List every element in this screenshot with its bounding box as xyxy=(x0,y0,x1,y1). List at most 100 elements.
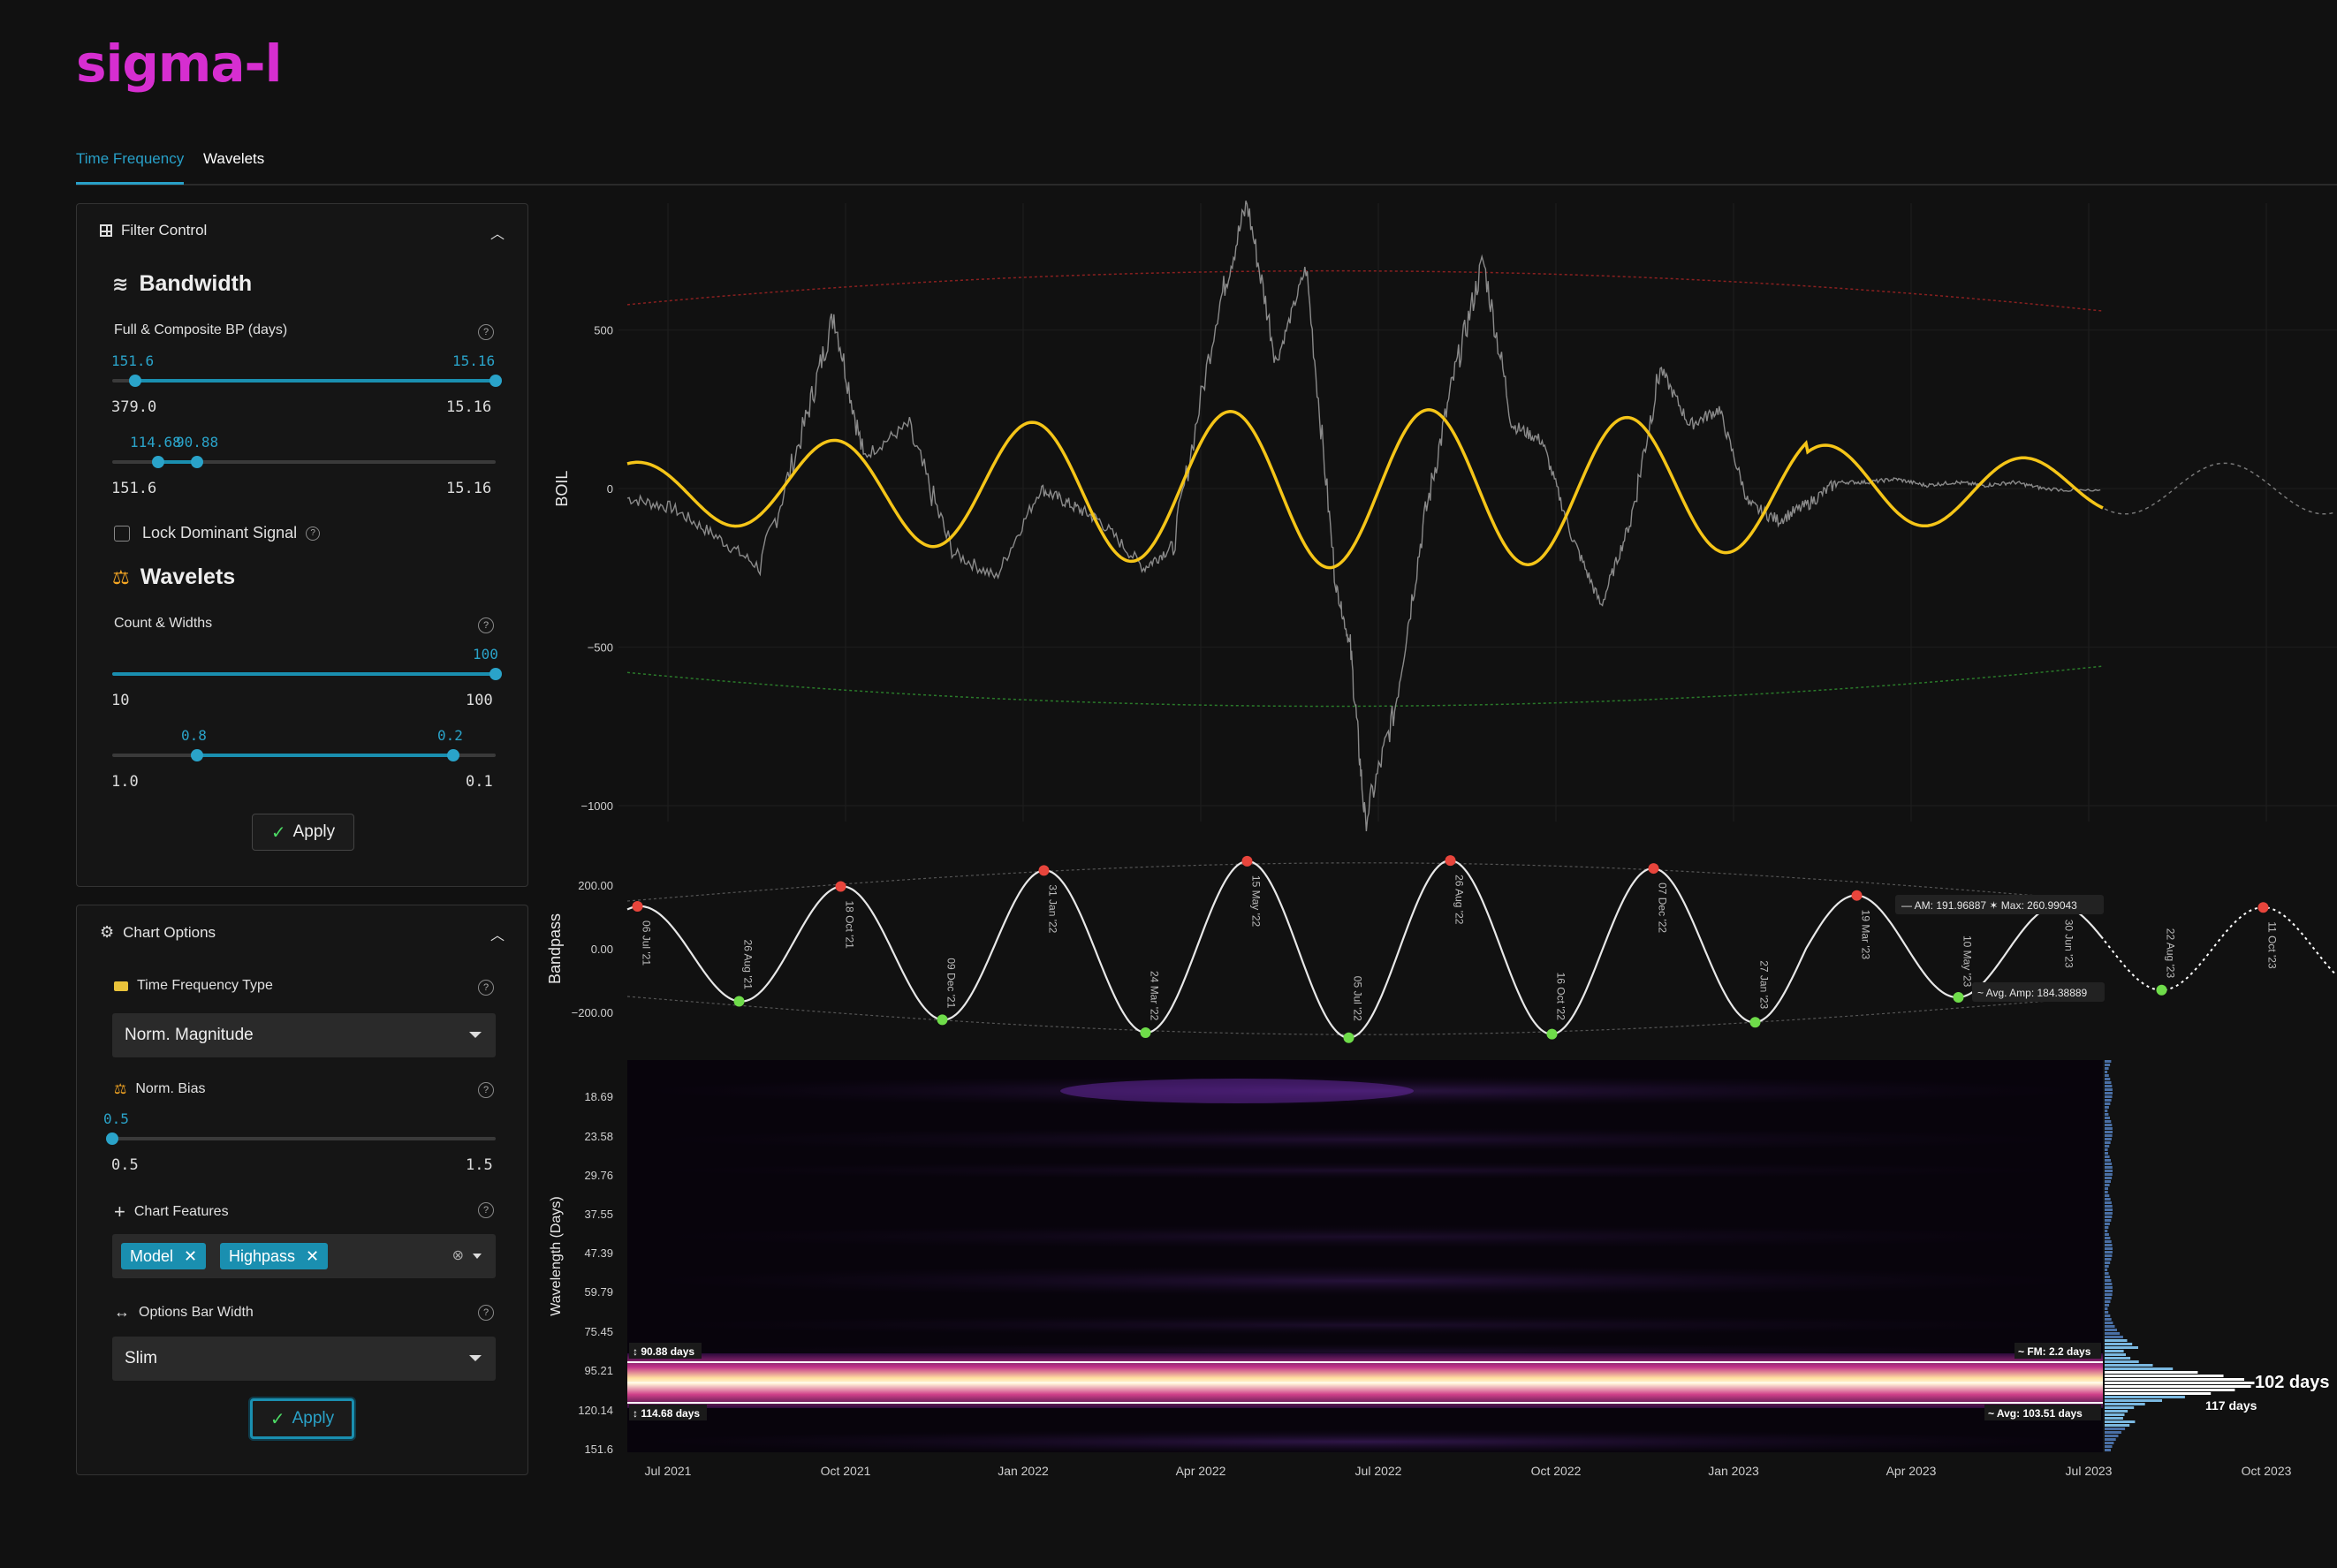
bp2-high-handle[interactable] xyxy=(191,456,203,468)
count-handle[interactable] xyxy=(489,668,502,680)
help-icon[interactable]: ? xyxy=(478,324,494,340)
histogram-bar xyxy=(2105,1357,2131,1360)
histogram-bar xyxy=(2105,1449,2111,1451)
histogram-bar xyxy=(2105,1304,2110,1307)
histogram-bar xyxy=(2105,1438,2116,1441)
width-max: 0.1 xyxy=(466,773,493,791)
grid-icon xyxy=(100,224,112,237)
bp2-low-handle[interactable] xyxy=(152,456,164,468)
x-tick-label: Jul 2023 xyxy=(2066,1464,2113,1478)
bp2-slider-fill xyxy=(158,460,197,464)
scale-icon: ⚖ xyxy=(114,1082,127,1097)
bp1-min: 379.0 xyxy=(111,398,157,416)
histogram-bar xyxy=(2105,1219,2112,1222)
caret-down-icon[interactable] xyxy=(473,1254,482,1259)
width-low-handle[interactable] xyxy=(191,749,203,761)
cycle-date-label: 24 Mar '22 xyxy=(1149,971,1161,1021)
peak-marker xyxy=(1038,865,1050,876)
count-max: 100 xyxy=(466,692,493,709)
help-icon[interactable]: ? xyxy=(478,617,494,633)
x-tick-label: Jul 2022 xyxy=(1355,1464,1402,1478)
plus-icon: + xyxy=(114,1201,125,1223)
bp1-low-value: 151.6 xyxy=(111,352,155,369)
remove-icon[interactable]: ✕ xyxy=(184,1246,198,1265)
x-tick-label: Apr 2023 xyxy=(1886,1464,1937,1478)
feature-tag-model[interactable]: Model ✕ xyxy=(121,1243,207,1269)
histogram-bar xyxy=(2105,1389,2235,1391)
width-min: 1.0 xyxy=(111,773,139,791)
cycle-date-label: 15 May '22 xyxy=(1250,875,1263,928)
peak-marker xyxy=(1445,855,1456,867)
waves-icon: ≋ xyxy=(112,272,129,295)
bp1-low-handle[interactable] xyxy=(129,375,141,387)
main-chart[interactable]: 500 0 −500 −1000 BOIL xyxy=(553,201,2337,831)
wavelet-heatmap[interactable]: ↕ 90.88 days ↕ 114.68 days ~ FM: 2.2 days ~… xyxy=(549,1060,2330,1478)
tf-type-value: Norm. Magnitude xyxy=(125,1026,254,1044)
cycle-date-label: 11 Oct '23 xyxy=(2266,921,2279,969)
histogram-bar xyxy=(2105,1095,2113,1098)
histogram-bar xyxy=(2105,1325,2115,1328)
histogram-bar xyxy=(2105,1435,2119,1437)
chevron-up-icon[interactable]: ︿ xyxy=(489,928,505,943)
histogram-bar xyxy=(2105,1258,2112,1261)
filter-apply-label: Apply xyxy=(292,822,336,841)
y-tick-label: 151.6 xyxy=(584,1443,613,1456)
bp1-max: 15.16 xyxy=(446,398,492,416)
x-tick-label: Apr 2022 xyxy=(1176,1464,1226,1478)
bp1-high-handle[interactable] xyxy=(489,375,502,387)
tf-type-select[interactable]: Norm. Magnitude xyxy=(112,1013,496,1057)
y-tick-label: 95.21 xyxy=(584,1364,613,1377)
bp2-high-value: 90.88 xyxy=(176,434,219,451)
histogram-bar xyxy=(2105,1350,2124,1352)
filter-control-title: Filter Control xyxy=(121,222,208,239)
wavelets-heading: ⚖ Wavelets xyxy=(112,564,235,590)
bar-width-select[interactable]: Slim xyxy=(112,1337,496,1381)
x-tick-label: Oct 2022 xyxy=(1531,1464,1582,1478)
cycle-date-label: 30 Jun '23 xyxy=(2063,920,2075,968)
histogram-bar xyxy=(2105,1336,2123,1338)
clear-icon[interactable]: ⊗ xyxy=(451,1248,464,1263)
histogram-bar xyxy=(2105,1124,2113,1126)
options-apply-button[interactable]: ✓ Apply xyxy=(250,1398,354,1439)
cycle-date-label: 27 Jan '23 xyxy=(1758,960,1771,1009)
bp2-slider-track[interactable] xyxy=(112,460,496,464)
help-icon[interactable]: ? xyxy=(478,1305,494,1321)
bp1-high-value: 15.16 xyxy=(452,352,496,369)
filter-apply-button[interactable]: ✓ Apply xyxy=(252,814,354,851)
help-icon[interactable]: ? xyxy=(478,1202,494,1218)
help-icon[interactable]: ? xyxy=(306,526,321,541)
features-multiselect[interactable]: Model ✕ Highpass ✕ ⊗ xyxy=(112,1234,496,1278)
histogram-bar xyxy=(2105,1180,2111,1183)
y-tick-label: −200.00 xyxy=(572,1006,613,1019)
histogram-bar xyxy=(2105,1205,2113,1208)
tab-time-frequency[interactable]: Time Frequency xyxy=(76,150,185,185)
chevron-up-icon[interactable]: ︿ xyxy=(489,227,505,242)
y-tick-label: 500 xyxy=(594,324,613,337)
bias-slider-track[interactable] xyxy=(112,1137,496,1140)
y-tick-label: 37.55 xyxy=(584,1208,613,1221)
histogram-bar xyxy=(2105,1428,2126,1430)
histogram-bar xyxy=(2105,1131,2113,1133)
histogram-bar xyxy=(2105,1265,2109,1268)
band-lower-label: ↕ 114.68 days xyxy=(633,1407,700,1420)
feature-tag-highpass[interactable]: Highpass ✕ xyxy=(220,1243,329,1269)
fm-label: ~ FM: 2.2 days xyxy=(2018,1345,2091,1358)
bar-width-label: ↔ Options Bar Width xyxy=(114,1303,254,1322)
lock-dominant-checkbox[interactable] xyxy=(114,526,130,542)
help-icon[interactable]: ? xyxy=(478,980,494,996)
histogram-bar xyxy=(2105,1279,2112,1282)
peak-marker xyxy=(1241,855,1253,867)
heatmap-hotspot xyxy=(1060,1079,1414,1103)
width-high-handle[interactable] xyxy=(447,749,459,761)
bias-handle[interactable] xyxy=(106,1132,118,1145)
tab-wavelets[interactable]: Wavelets xyxy=(203,150,265,167)
histogram-bar xyxy=(2105,1110,2108,1112)
histogram-bar xyxy=(2105,1208,2113,1211)
filter-control-header[interactable]: Filter Control xyxy=(100,222,207,239)
chart-options-header[interactable]: ⚙ Chart Options xyxy=(100,923,216,942)
cycle-date-label: 22 Aug '23 xyxy=(2165,928,2177,979)
remove-icon[interactable]: ✕ xyxy=(306,1246,320,1265)
help-icon[interactable]: ? xyxy=(478,1082,494,1098)
histogram-bar xyxy=(2105,1346,2138,1349)
bandpass-chart[interactable]: 200.00 0.00 −200.00 Bandpass 06 Jul '21 26 Au… xyxy=(546,855,2337,1043)
